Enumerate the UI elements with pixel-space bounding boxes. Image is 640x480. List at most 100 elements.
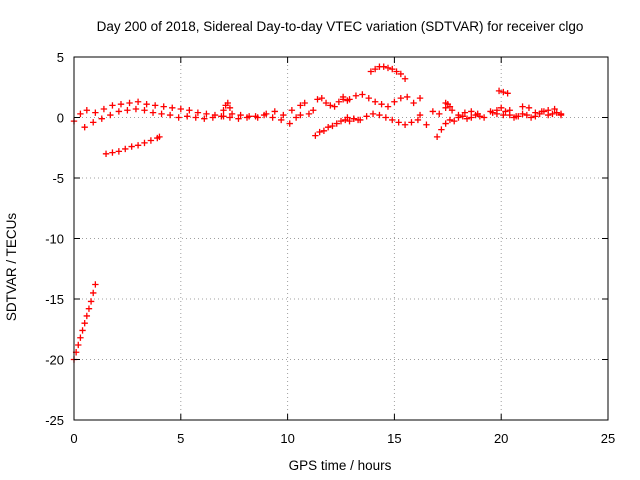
data-point <box>438 126 445 133</box>
series-clgo-sat-n <box>495 87 511 97</box>
data-point <box>109 149 116 156</box>
data-point <box>408 119 415 126</box>
data-point <box>237 111 244 119</box>
data-point <box>365 94 372 102</box>
data-point <box>395 119 402 126</box>
data-point <box>166 111 174 119</box>
data-point <box>312 132 319 139</box>
data-point <box>269 114 276 121</box>
data-point <box>77 334 84 341</box>
data-point <box>107 111 114 119</box>
data-point <box>504 90 511 97</box>
data-point <box>357 116 364 124</box>
series-clgo-sat-l <box>433 111 484 141</box>
data-point <box>363 113 370 120</box>
y-tick-label: -25 <box>45 413 64 428</box>
data-point <box>81 123 88 131</box>
data-point <box>401 75 409 82</box>
data-point <box>201 115 208 122</box>
data-point <box>228 110 236 118</box>
data-point <box>117 100 125 108</box>
data-point <box>226 104 234 112</box>
data-point <box>314 96 321 103</box>
data-point <box>297 111 304 119</box>
data-point <box>500 88 507 96</box>
data-point <box>100 105 108 113</box>
data-point <box>433 133 441 141</box>
data-point <box>87 298 95 305</box>
data-point <box>85 305 93 312</box>
data-point <box>92 109 99 116</box>
data-point <box>134 98 142 105</box>
data-point <box>75 341 82 349</box>
data-point <box>519 110 526 118</box>
y-tick-label: -15 <box>45 292 64 307</box>
data-point <box>429 108 437 115</box>
data-point <box>320 127 328 135</box>
data-point <box>90 119 97 126</box>
y-tick-label: -5 <box>52 171 64 186</box>
data-point <box>442 120 449 127</box>
data-point <box>224 99 231 107</box>
data-point <box>124 107 131 114</box>
data-point <box>350 115 358 122</box>
data-point <box>378 100 385 108</box>
data-point <box>389 65 396 73</box>
data-point <box>346 117 353 125</box>
series-clgo-sat-e <box>220 99 234 114</box>
data-point <box>151 102 159 109</box>
data-point <box>500 111 507 119</box>
data-point <box>115 148 123 155</box>
data-point <box>525 104 533 112</box>
data-point <box>128 143 135 150</box>
grid-layer <box>74 57 608 420</box>
series-clgo-sat-m <box>489 104 565 121</box>
data-point <box>192 114 199 121</box>
data-point <box>557 111 565 119</box>
data-point <box>322 99 330 107</box>
data-point <box>243 114 251 121</box>
axis-layer: 0 5 10 15 20 25 -25 -20 -15 -10 -5 0 5 <box>45 50 615 446</box>
data-point <box>92 281 99 288</box>
series-clgo-sat-h <box>339 91 424 110</box>
data-point <box>186 107 193 114</box>
x-tick-label: 5 <box>177 431 184 446</box>
x-tick-label: 25 <box>601 431 615 446</box>
data-point <box>352 92 360 99</box>
data-point <box>397 70 405 78</box>
data-point <box>536 110 543 118</box>
data-point <box>451 117 458 125</box>
data-point <box>532 113 539 120</box>
data-point <box>463 115 471 122</box>
data-point <box>502 108 509 115</box>
data-point <box>286 120 293 127</box>
x-tick-label: 20 <box>494 431 508 446</box>
data-point <box>288 107 296 114</box>
data-point <box>98 115 105 122</box>
data-point <box>141 107 148 114</box>
data-point <box>416 111 424 119</box>
data-point <box>177 105 184 113</box>
data-point <box>218 113 225 120</box>
data-point <box>115 108 123 115</box>
data-point <box>436 110 443 118</box>
data-point <box>83 107 91 114</box>
data-point <box>476 113 484 120</box>
data-point <box>391 98 398 105</box>
data-point <box>393 68 400 75</box>
data-point <box>384 103 392 110</box>
data-point <box>461 109 469 116</box>
data-point <box>410 99 417 107</box>
data-point <box>327 102 334 109</box>
data-point <box>318 94 325 102</box>
data-point <box>109 102 116 109</box>
y-tick-label: -20 <box>45 353 64 368</box>
data-point <box>519 103 526 110</box>
data-point <box>384 64 392 72</box>
data-point <box>346 96 353 103</box>
data-point <box>369 110 377 118</box>
data-point <box>459 113 466 120</box>
data-point <box>77 110 84 118</box>
data-point <box>194 109 202 116</box>
data-point <box>371 65 379 73</box>
